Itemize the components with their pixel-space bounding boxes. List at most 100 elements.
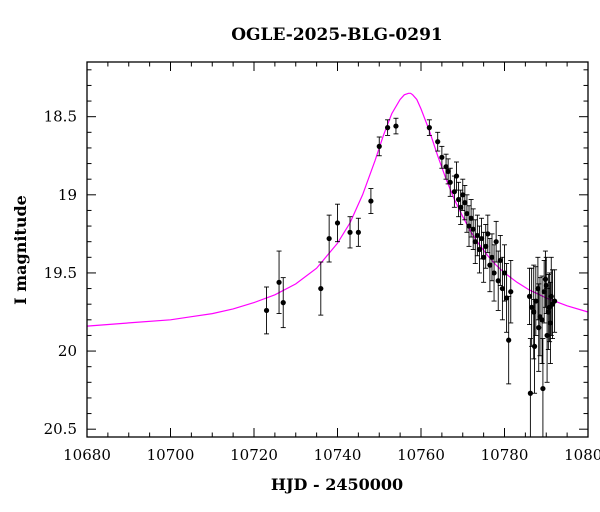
- data-points-layer: [263, 117, 558, 438]
- data-marker: [535, 285, 541, 292]
- data-point: [376, 136, 382, 157]
- data-point: [453, 161, 460, 191]
- data-point: [546, 272, 553, 343]
- x-tick-label: 10740: [314, 446, 362, 464]
- data-marker: [464, 210, 470, 217]
- data-marker: [439, 154, 445, 160]
- model-curve: [86, 92, 589, 327]
- data-marker: [347, 229, 353, 235]
- data-point: [447, 167, 453, 197]
- data-point: [276, 250, 282, 315]
- data-marker: [546, 304, 553, 310]
- data-marker: [539, 317, 545, 323]
- data-marker: [447, 179, 453, 185]
- data-marker: [543, 282, 549, 289]
- data-point: [393, 117, 399, 135]
- data-marker: [355, 229, 361, 235]
- data-point: [542, 250, 549, 308]
- data-marker: [544, 332, 550, 339]
- axis-ticks-layer: 10680 10700 10720 10740 10760 10780 10800 18.5 1…: [44, 62, 600, 464]
- data-marker: [426, 125, 432, 131]
- plot-frame: [86, 61, 589, 438]
- data-marker: [443, 164, 449, 170]
- data-point: [439, 145, 445, 169]
- data-marker: [506, 337, 512, 343]
- data-point: [483, 224, 489, 269]
- data-marker: [483, 243, 489, 249]
- y-tick-label: 20.5: [44, 420, 77, 438]
- data-point: [493, 220, 499, 263]
- data-point: [385, 119, 391, 136]
- data-marker: [540, 385, 546, 392]
- data-point: [508, 259, 514, 324]
- data-point: [326, 214, 332, 263]
- data-marker: [393, 123, 399, 129]
- data-point: [280, 277, 286, 329]
- data-marker: [478, 235, 485, 242]
- data-marker: [489, 254, 495, 260]
- data-point: [481, 231, 487, 283]
- y-tick-label: 19.5: [44, 264, 77, 282]
- data-marker: [552, 298, 558, 304]
- data-marker: [531, 309, 537, 315]
- data-marker: [474, 232, 480, 239]
- data-point: [445, 158, 451, 185]
- data-marker: [280, 300, 286, 306]
- data-point: [263, 286, 270, 335]
- data-marker: [472, 239, 478, 245]
- data-marker: [470, 226, 476, 232]
- data-point: [531, 299, 538, 394]
- data-point: [334, 203, 341, 243]
- data-marker: [476, 246, 483, 253]
- data-point: [435, 131, 441, 152]
- data-marker: [368, 198, 374, 204]
- data-marker: [493, 239, 499, 245]
- data-marker: [276, 279, 282, 285]
- data-marker: [485, 231, 491, 237]
- x-tick-label: 10780: [481, 446, 529, 464]
- data-point: [552, 269, 558, 333]
- data-point: [544, 288, 550, 383]
- data-point: [499, 256, 506, 321]
- data-marker: [481, 254, 487, 260]
- data-marker: [508, 289, 514, 295]
- data-marker: [376, 143, 382, 149]
- x-tick-label: 10800: [564, 446, 600, 464]
- data-marker: [526, 293, 533, 299]
- data-point: [426, 119, 432, 136]
- y-tick-label: 18.5: [44, 108, 77, 126]
- data-marker: [527, 390, 533, 396]
- data-point: [531, 264, 537, 360]
- data-marker: [487, 262, 493, 268]
- x-tick-label: 10680: [63, 446, 111, 464]
- data-marker: [536, 325, 542, 331]
- y-axis-label: I magnitude: [11, 195, 30, 305]
- data-marker: [334, 220, 341, 226]
- y-tick-label: 20: [58, 342, 77, 360]
- data-point: [487, 238, 493, 293]
- data-point: [536, 283, 542, 372]
- data-point: [355, 217, 361, 247]
- data-marker: [497, 257, 503, 264]
- data-marker: [499, 285, 506, 292]
- data-marker: [466, 223, 472, 229]
- chart-title: OGLE-2025-BLG-0291: [231, 25, 443, 45]
- data-point: [460, 178, 466, 211]
- data-point: [527, 338, 533, 438]
- x-tick-label: 10720: [230, 446, 278, 464]
- data-marker: [531, 343, 538, 349]
- data-marker: [453, 173, 460, 179]
- data-marker: [458, 204, 464, 210]
- data-point: [501, 244, 508, 302]
- data-marker: [263, 307, 270, 314]
- x-tick-label: 10700: [147, 446, 195, 464]
- data-marker: [501, 270, 508, 276]
- data-marker: [385, 125, 391, 131]
- data-marker: [326, 235, 332, 242]
- data-marker: [491, 270, 497, 276]
- y-tick-label: 19: [58, 186, 77, 204]
- data-marker: [462, 200, 468, 206]
- data-marker: [460, 192, 466, 198]
- data-point: [540, 338, 546, 438]
